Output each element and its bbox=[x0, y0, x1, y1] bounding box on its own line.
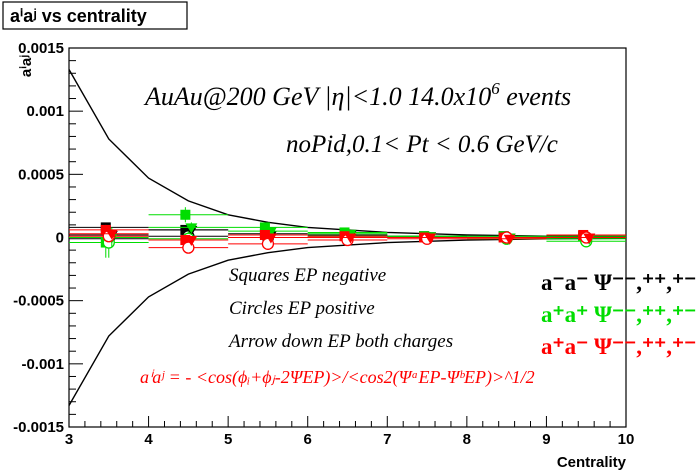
axes: 3 4 5 6 7 8 9 10 -0.0015 -0.001 -0.0005 0 0.0005 0.00… bbox=[13, 40, 634, 448]
square-marker bbox=[259, 222, 270, 233]
chart-title-box: aⁱaʲ vs centrality bbox=[2, 1, 188, 30]
annotation-arrows: Arrow down EP both charges bbox=[227, 331, 453, 352]
triangle-down-marker bbox=[424, 233, 437, 244]
legend-entry-plus-plus: a⁺a⁺ Ψ⁻⁻,⁺⁺,⁺⁻ bbox=[541, 302, 696, 327]
x-tick-label: 10 bbox=[618, 431, 635, 448]
y-tick-label: 0.001 bbox=[26, 103, 64, 120]
y-axis-title: aⁱaʲ bbox=[18, 55, 35, 77]
x-tick-label: 7 bbox=[383, 431, 391, 448]
square-marker bbox=[100, 224, 111, 235]
point-triangle-down bbox=[546, 233, 626, 244]
x-tick-label: 4 bbox=[144, 431, 153, 448]
y-tick-label: -0.0005 bbox=[13, 293, 64, 310]
square-marker bbox=[259, 229, 270, 240]
x-tick-label: 5 bbox=[224, 431, 232, 448]
triangle-down-marker bbox=[185, 236, 198, 247]
annotation-circles: Circles EP positive bbox=[229, 298, 375, 319]
y-tick-label: 0 bbox=[56, 230, 64, 247]
legend: a⁻a⁻ Ψ⁻⁻,⁺⁺,⁺⁻ a⁺a⁺ Ψ⁻⁻,⁺⁺,⁺⁻ a⁺a⁻ Ψ⁻⁻,⁺… bbox=[541, 270, 696, 359]
point-triangle-down bbox=[228, 233, 308, 244]
x-tick-label: 8 bbox=[463, 431, 471, 448]
annotation-dataset: AuAu@200 GeV |η|<1.0 14.0x106 events bbox=[143, 79, 571, 111]
point-square bbox=[148, 207, 229, 223]
point-circle bbox=[148, 241, 229, 254]
annotation-cuts: noPid,0.1< Pt < 0.6 GeV/c bbox=[286, 131, 558, 158]
triangle-down-marker bbox=[264, 233, 277, 244]
x-tick-label: 6 bbox=[304, 431, 312, 448]
chart-title: aⁱaʲ vs centrality bbox=[10, 6, 147, 26]
square-marker bbox=[180, 209, 191, 220]
point-triangle-down bbox=[466, 234, 547, 245]
y-tick-label: 0.0015 bbox=[18, 40, 64, 57]
legend-entry-plus-minus: a⁺a⁻ Ψ⁻⁻,⁺⁺,⁺⁻ bbox=[541, 334, 696, 359]
point-triangle-down bbox=[69, 229, 149, 240]
point-triangle-down bbox=[387, 233, 467, 244]
point-triangle-down bbox=[148, 236, 229, 247]
triangle-down-marker bbox=[583, 233, 596, 244]
annotation-formula: aⁱaʲ = - <cos(ϕᵢ+ϕⱼ-2ΨEP)>/<cos2(ΨᵃEP-Ψᵇ… bbox=[140, 367, 535, 388]
x-tick-label: 3 bbox=[65, 431, 73, 448]
annotation-squares: Squares EP negative bbox=[229, 265, 386, 286]
y-tick-label: -0.001 bbox=[21, 356, 64, 373]
triangle-down-marker bbox=[503, 234, 516, 245]
point-circle bbox=[228, 237, 308, 250]
y-tick-label: 0.0005 bbox=[18, 166, 64, 183]
x-tick-label: 9 bbox=[542, 431, 550, 448]
point-triangle-down bbox=[307, 233, 388, 244]
triangle-down-marker bbox=[185, 223, 198, 234]
title-frame bbox=[2, 1, 188, 30]
triangle-down-marker bbox=[264, 227, 277, 238]
annotation-dataset-exponent: 6 bbox=[491, 79, 500, 98]
x-axis-title: Centrality bbox=[557, 454, 627, 471]
y-tick-label: -0.0015 bbox=[13, 419, 64, 436]
data-points bbox=[69, 207, 626, 258]
annotation-dataset-tail: events bbox=[500, 82, 571, 111]
triangle-down-marker bbox=[105, 229, 118, 240]
triangle-down-marker bbox=[344, 233, 357, 244]
legend-entry-minus-minus: a⁻a⁻ Ψ⁻⁻,⁺⁺,⁺⁻ bbox=[541, 270, 696, 295]
point-triangle-down bbox=[148, 222, 229, 234]
annotation-dataset-main: AuAu@200 GeV |η|<1.0 14.0x10 bbox=[143, 82, 491, 111]
